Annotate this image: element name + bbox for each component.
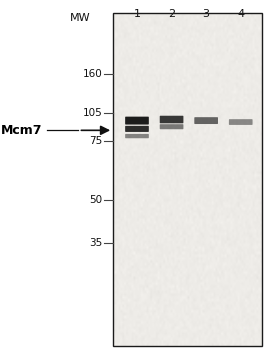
Text: 50: 50 — [89, 195, 102, 205]
FancyBboxPatch shape — [125, 117, 149, 125]
FancyBboxPatch shape — [229, 119, 253, 125]
FancyBboxPatch shape — [125, 134, 149, 138]
Text: 1: 1 — [134, 9, 140, 19]
Text: 4: 4 — [237, 9, 244, 19]
Text: 105: 105 — [83, 108, 102, 118]
Text: 2: 2 — [168, 9, 175, 19]
Text: 3: 3 — [203, 9, 210, 19]
Text: 35: 35 — [89, 238, 102, 248]
Bar — [113, 13, 262, 346]
Text: 160: 160 — [83, 69, 102, 79]
FancyBboxPatch shape — [125, 126, 149, 132]
FancyBboxPatch shape — [160, 116, 184, 123]
Text: Mcm7: Mcm7 — [1, 124, 43, 137]
FancyBboxPatch shape — [160, 124, 184, 129]
FancyBboxPatch shape — [194, 117, 218, 124]
Text: 75: 75 — [89, 136, 102, 146]
Text: MW: MW — [69, 13, 90, 23]
